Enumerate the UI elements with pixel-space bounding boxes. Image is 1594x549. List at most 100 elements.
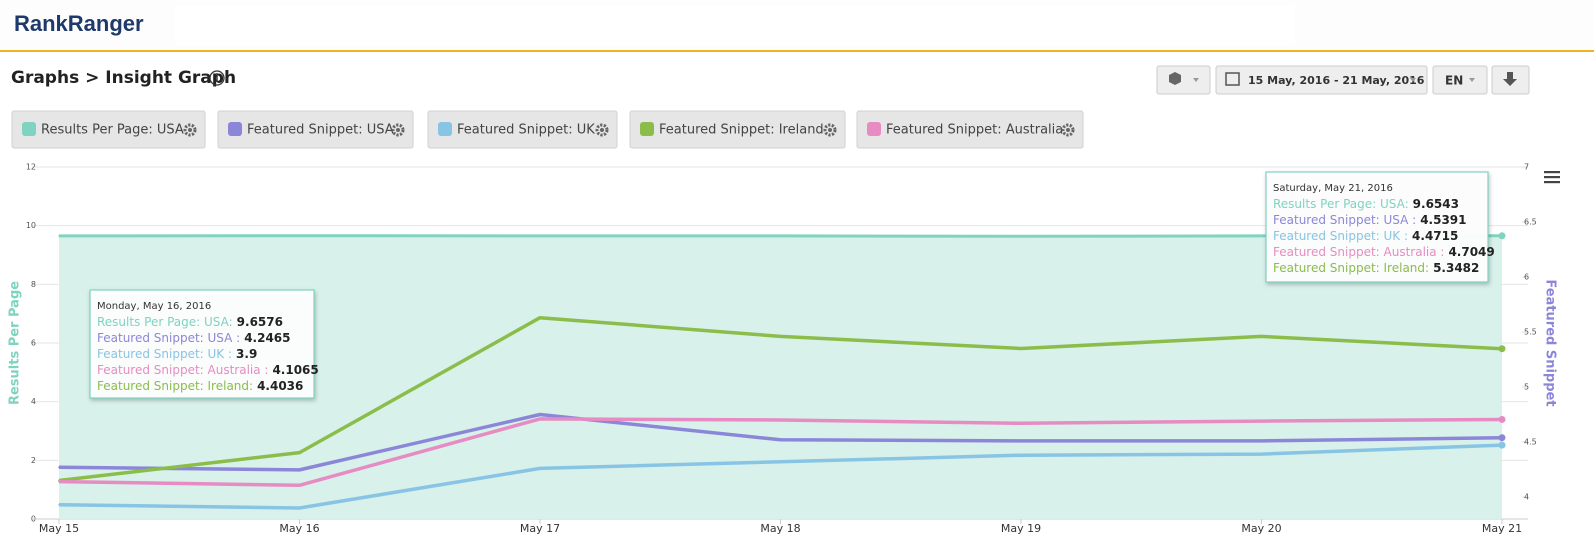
y2-tick-label: 4.5 bbox=[1524, 438, 1537, 447]
info-icon-bar bbox=[216, 76, 218, 82]
menu-icon[interactable] bbox=[1544, 171, 1560, 184]
tooltip-label: Featured Snippet: Ireland: bbox=[1273, 261, 1429, 275]
y2-axis-label: Featured Snippet bbox=[1543, 279, 1558, 406]
settings-icon[interactable] bbox=[391, 123, 405, 137]
tooltip-label: Featured Snippet: USA : bbox=[1273, 213, 1416, 227]
x-tick-label: May 16 bbox=[279, 522, 319, 535]
settings-icon[interactable] bbox=[1061, 123, 1075, 137]
tooltip-value: 4.1065 bbox=[272, 363, 318, 377]
legend-item[interactable] bbox=[217, 110, 414, 149]
settings-icon-hole bbox=[828, 128, 832, 132]
x-tick-label: May 19 bbox=[1001, 522, 1041, 535]
point bbox=[779, 235, 782, 237]
point bbox=[58, 480, 60, 483]
menu-bar bbox=[1544, 171, 1560, 174]
y-axis-label: Results Per Page bbox=[8, 281, 23, 405]
logo[interactable]: RankRanger bbox=[14, 11, 144, 36]
legend-swatch bbox=[22, 122, 36, 136]
date-range: 15 May, 2016 - 21 May, 2016 bbox=[1248, 74, 1425, 87]
point bbox=[58, 503, 60, 506]
point bbox=[58, 466, 60, 469]
tooltip bbox=[1265, 171, 1489, 283]
y-tick-label: 8 bbox=[31, 280, 36, 289]
tooltip-value: 4.2465 bbox=[244, 331, 290, 345]
point bbox=[1498, 434, 1506, 442]
tooltip-row: Results Per Page: USA: 9.6543 bbox=[1273, 197, 1459, 211]
settings-icon-hole bbox=[396, 128, 400, 132]
point bbox=[539, 316, 541, 319]
legend-swatch bbox=[867, 122, 881, 136]
legend-item[interactable] bbox=[856, 110, 1084, 149]
point bbox=[779, 335, 782, 338]
view-button[interactable] bbox=[1156, 65, 1211, 95]
y2-tick-label: 6 bbox=[1524, 273, 1529, 282]
tooltip-row: Featured Snippet: UK : 3.9 bbox=[97, 347, 257, 361]
legend-swatch bbox=[228, 122, 242, 136]
point bbox=[539, 467, 541, 470]
point bbox=[779, 419, 782, 421]
tooltip-value: 9.6576 bbox=[237, 315, 283, 329]
info-icon[interactable] bbox=[209, 70, 225, 86]
point bbox=[1260, 335, 1263, 338]
y-tick-label: 4 bbox=[31, 397, 36, 406]
area bbox=[59, 235, 1502, 520]
breadcrumb[interactable]: Graphs > Insight Graph bbox=[11, 68, 236, 88]
legend-item[interactable] bbox=[629, 110, 846, 149]
download-icon bbox=[1503, 72, 1517, 86]
tooltip bbox=[89, 289, 315, 399]
point bbox=[1020, 422, 1022, 425]
point bbox=[779, 461, 782, 463]
tooltip-label: Featured Snippet: Australia : bbox=[1273, 245, 1444, 259]
tooltip-row: Featured Snippet: Ireland: 5.3482 bbox=[1273, 261, 1479, 275]
settings-icon[interactable] bbox=[183, 123, 197, 137]
point bbox=[1498, 441, 1506, 449]
y2-tick-label: 4 bbox=[1524, 493, 1529, 502]
point bbox=[298, 469, 301, 471]
point bbox=[298, 451, 301, 454]
x-tick-label: May 21 bbox=[1482, 522, 1522, 535]
point bbox=[539, 235, 541, 237]
tooltip-date: Saturday, May 21, 2016 bbox=[1273, 183, 1393, 194]
box-icon bbox=[1169, 72, 1181, 85]
settings-icon-hole bbox=[1066, 128, 1070, 132]
point bbox=[58, 235, 60, 237]
legend-swatch bbox=[438, 122, 452, 136]
info-icon-dot bbox=[216, 73, 218, 75]
language-select[interactable] bbox=[1432, 65, 1488, 95]
tooltip-row: Featured Snippet: USA : 4.5391 bbox=[1273, 213, 1467, 227]
tooltip-label: Results Per Page: USA: bbox=[97, 315, 233, 329]
y2-tick-label: 6.5 bbox=[1524, 218, 1537, 227]
legend-label: Featured Snippet: USA bbox=[247, 123, 394, 138]
y2-tick-label: 5 bbox=[1524, 383, 1529, 392]
tooltip-row: Featured Snippet: Australia : 4.7049 bbox=[1273, 245, 1495, 259]
tooltip-label: Featured Snippet: Ireland: bbox=[97, 379, 253, 393]
x-tick-label: May 15 bbox=[39, 522, 79, 535]
settings-icon-hole bbox=[600, 128, 604, 132]
tooltip-value: 4.4036 bbox=[257, 379, 303, 393]
legend-item[interactable] bbox=[427, 110, 618, 149]
tooltip-value: 4.5391 bbox=[1420, 213, 1466, 227]
point bbox=[779, 439, 782, 441]
legend-item[interactable] bbox=[11, 110, 206, 149]
legend-label: Results Per Page: USA bbox=[41, 123, 184, 138]
point bbox=[298, 234, 301, 237]
tooltip-value: 9.6543 bbox=[1413, 197, 1459, 211]
settings-icon-hole bbox=[188, 128, 192, 132]
x-tick-label: May 17 bbox=[520, 522, 560, 535]
point bbox=[1020, 235, 1022, 238]
tooltip-row: Featured Snippet: Australia : 4.1065 bbox=[97, 363, 319, 377]
x-tick-label: May 18 bbox=[760, 522, 800, 535]
tooltip-row: Featured Snippet: Ireland: 4.4036 bbox=[97, 379, 303, 393]
date-picker[interactable] bbox=[1215, 65, 1428, 95]
y-tick-label: 12 bbox=[26, 163, 36, 172]
tooltip-value: 5.3482 bbox=[1433, 261, 1479, 275]
point bbox=[1498, 345, 1506, 353]
legend-label: Featured Snippet: UK bbox=[457, 123, 595, 138]
settings-icon[interactable] bbox=[595, 123, 609, 137]
point bbox=[1498, 232, 1506, 240]
point bbox=[1020, 347, 1022, 350]
menu-bar bbox=[1544, 181, 1560, 184]
point bbox=[1498, 415, 1506, 423]
point bbox=[1260, 420, 1263, 422]
settings-icon[interactable] bbox=[823, 123, 837, 137]
